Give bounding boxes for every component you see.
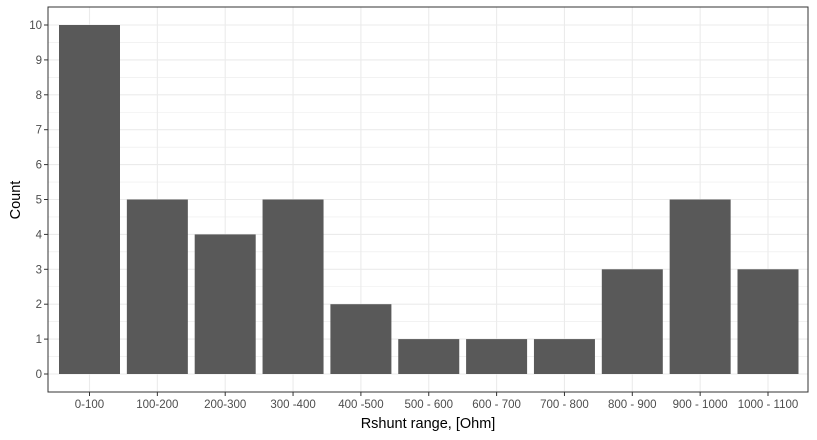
y-tick-label: 3 xyxy=(36,264,42,276)
x-tick-label: 0-100 xyxy=(75,399,104,411)
x-axis-ticks: 0-100 100-200 200-300 300 -400 400 -500 500 -… xyxy=(75,392,798,411)
x-tick-label: 200-300 xyxy=(204,399,246,411)
bar-900-1000 xyxy=(669,199,731,374)
x-tick-label: 300 -400 xyxy=(270,399,315,411)
y-tick-label: 6 xyxy=(36,160,42,172)
y-tick-label: 10 xyxy=(29,20,42,32)
y-tick-label: 1 xyxy=(36,334,42,346)
bar-100-200 xyxy=(126,199,188,374)
bars xyxy=(59,25,799,374)
y-tick-label: 8 xyxy=(36,90,42,102)
bar-0-100 xyxy=(59,25,120,374)
bar-600-700 xyxy=(466,339,528,374)
y-tick-label: 0 xyxy=(36,369,42,381)
x-tick-label: 700 - 800 xyxy=(540,399,589,411)
y-tick-label: 7 xyxy=(36,125,42,137)
y-axis-title: Count xyxy=(8,181,24,220)
y-tick-label: 4 xyxy=(36,229,43,241)
x-tick-label: 600 - 700 xyxy=(472,399,521,411)
y-tick-label: 5 xyxy=(36,195,42,207)
bar-500-600 xyxy=(398,339,460,374)
x-tick-label: 400 -500 xyxy=(338,399,383,411)
x-tick-label: 900 - 1000 xyxy=(673,399,728,411)
bar-1000-1100 xyxy=(737,269,799,374)
x-axis-title: Rshunt range, [Ohm] xyxy=(361,416,496,432)
x-tick-label: 1000 - 1100 xyxy=(738,399,799,411)
bar-300-400 xyxy=(262,199,324,374)
bar-800-900 xyxy=(601,269,663,374)
x-tick-label: 800 - 900 xyxy=(608,399,657,411)
y-tick-label: 2 xyxy=(36,299,42,311)
x-tick-label: 500 - 600 xyxy=(404,399,453,411)
x-tick-label: 100-200 xyxy=(136,399,178,411)
bar-200-300 xyxy=(194,234,256,374)
bar-400-500 xyxy=(330,304,392,374)
y-tick-label: 9 xyxy=(36,55,42,67)
bar-700-800 xyxy=(533,339,595,374)
y-axis-ticks: 0 1 2 3 4 5 6 7 8 9 10 xyxy=(29,20,48,381)
